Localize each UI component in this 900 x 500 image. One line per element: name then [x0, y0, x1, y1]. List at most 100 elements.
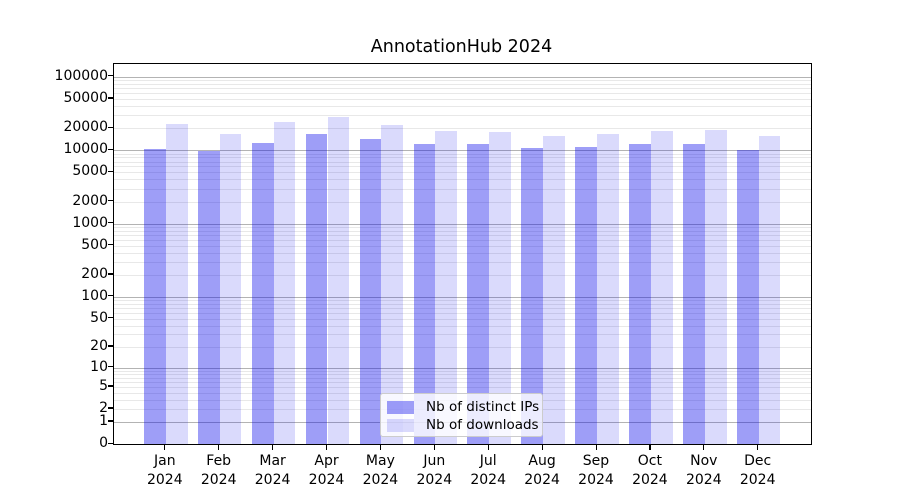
gridline-minor — [114, 188, 811, 190]
gridline-minor — [114, 370, 811, 372]
gridline-minor — [114, 105, 811, 107]
gridline-minor — [114, 300, 811, 302]
bar-distinct-ips — [467, 144, 490, 444]
gridline-minor — [114, 303, 811, 305]
gridline-minor — [114, 381, 811, 383]
x-tick-label: Jul 2024 — [458, 452, 518, 490]
y-tick-label: 200 — [81, 265, 108, 282]
bar-downloads — [489, 131, 511, 444]
x-tick-label: Jun 2024 — [404, 452, 464, 490]
y-tick-mark — [108, 442, 113, 444]
y-tick-mark — [108, 244, 113, 246]
y-tick-label: 5000 — [72, 163, 108, 180]
x-tick-year: 2024 — [254, 472, 291, 488]
gridline-minor — [114, 245, 811, 247]
bar-distinct-ips — [521, 148, 544, 444]
bar-downloads — [758, 135, 781, 444]
bar-downloads — [327, 117, 350, 444]
gridline-minor — [114, 325, 811, 327]
y-tick-mark — [108, 126, 113, 128]
gridline-major — [114, 367, 811, 369]
plot-area — [113, 63, 812, 445]
x-tick-year: 2024 — [362, 472, 399, 488]
x-tick-year: 2024 — [685, 472, 722, 488]
gridline-minor — [114, 346, 811, 348]
x-tick-year: 2024 — [146, 472, 183, 488]
bar-distinct-ips — [197, 151, 220, 444]
x-tick-month: Sep — [582, 453, 610, 469]
y-tick-mark — [108, 200, 113, 202]
x-tick-mark — [703, 444, 705, 450]
legend-label: Nb of distinct IPs — [426, 399, 540, 415]
bar-distinct-ips — [683, 144, 705, 444]
x-tick-year: 2024 — [308, 472, 345, 488]
x-tick-month: May — [365, 453, 395, 469]
x-tick-mark — [541, 444, 543, 450]
y-tick-label: 1000 — [72, 214, 108, 231]
y-tick-label: 0 — [99, 435, 108, 451]
gridline-minor — [114, 80, 811, 82]
x-tick-month: Aug — [528, 453, 556, 469]
gridline-minor — [114, 172, 811, 174]
gridline-minor — [114, 377, 811, 379]
gridline-minor — [114, 93, 811, 95]
x-tick-mark — [433, 444, 435, 450]
y-tick-label: 100000 — [54, 67, 108, 84]
gridline-minor — [114, 373, 811, 375]
x-tick-mark — [218, 444, 220, 450]
gridline-minor — [114, 83, 811, 85]
x-tick-year: 2024 — [632, 472, 668, 488]
x-tick-year: 2024 — [524, 472, 560, 488]
y-tick-label: 2000 — [72, 192, 108, 209]
x-tick-mark — [326, 444, 328, 450]
gridline-minor — [114, 179, 811, 181]
gridline-minor — [114, 274, 811, 276]
gridline-major — [114, 296, 811, 298]
gridline-minor — [114, 308, 811, 310]
bar-distinct-ips — [305, 134, 328, 444]
bar-distinct-ips — [251, 143, 274, 444]
chart-title: AnnotationHub 2024 — [370, 37, 553, 57]
bar-downloads — [219, 134, 242, 444]
x-tick-label: Nov 2024 — [674, 452, 734, 490]
gridline-minor — [114, 318, 811, 320]
gridline-major — [114, 76, 811, 78]
gridline-minor — [114, 226, 811, 228]
x-tick-month: Mar — [259, 453, 286, 469]
x-tick-label: Sep 2024 — [566, 452, 626, 490]
x-tick-mark — [379, 444, 382, 450]
gridline-minor — [114, 98, 811, 100]
y-tick-mark — [108, 170, 113, 172]
bar-downloads — [381, 125, 404, 444]
x-tick-label: Jan 2024 — [135, 452, 195, 490]
y-tick-label: 20 — [90, 337, 108, 354]
y-tick-mark — [108, 407, 113, 409]
y-tick-label: 5 — [99, 377, 108, 394]
legend-entry: Nb of distinct IPs — [387, 398, 542, 416]
legend-swatch-downloads — [387, 418, 414, 432]
y-tick-label: 100 — [81, 287, 108, 304]
x-tick-year: 2024 — [470, 472, 506, 488]
legend-entry: Nb of downloads — [387, 416, 542, 434]
gridline-minor — [114, 115, 811, 117]
gridline-minor — [114, 234, 811, 236]
x-tick-month: Oct — [637, 453, 662, 469]
gridline-minor — [114, 230, 811, 232]
bar-downloads — [543, 135, 565, 444]
bar-distinct-ips — [144, 148, 166, 444]
x-tick-year: 2024 — [578, 472, 614, 488]
x-tick-month: Jun — [423, 453, 446, 469]
y-tick-mark — [108, 273, 113, 275]
bar-distinct-ips — [736, 149, 759, 444]
x-tick-mark — [487, 444, 489, 450]
bar-downloads — [435, 131, 458, 444]
x-tick-label: Dec 2024 — [728, 452, 788, 490]
bar-downloads — [165, 123, 188, 444]
legend-swatch-distinct-ips — [387, 400, 414, 414]
x-tick-mark — [649, 444, 651, 450]
x-tick-year: 2024 — [416, 472, 453, 488]
x-tick-year: 2024 — [200, 472, 237, 488]
gridline-minor — [114, 128, 811, 130]
y-tick-label: 50 — [90, 309, 108, 326]
